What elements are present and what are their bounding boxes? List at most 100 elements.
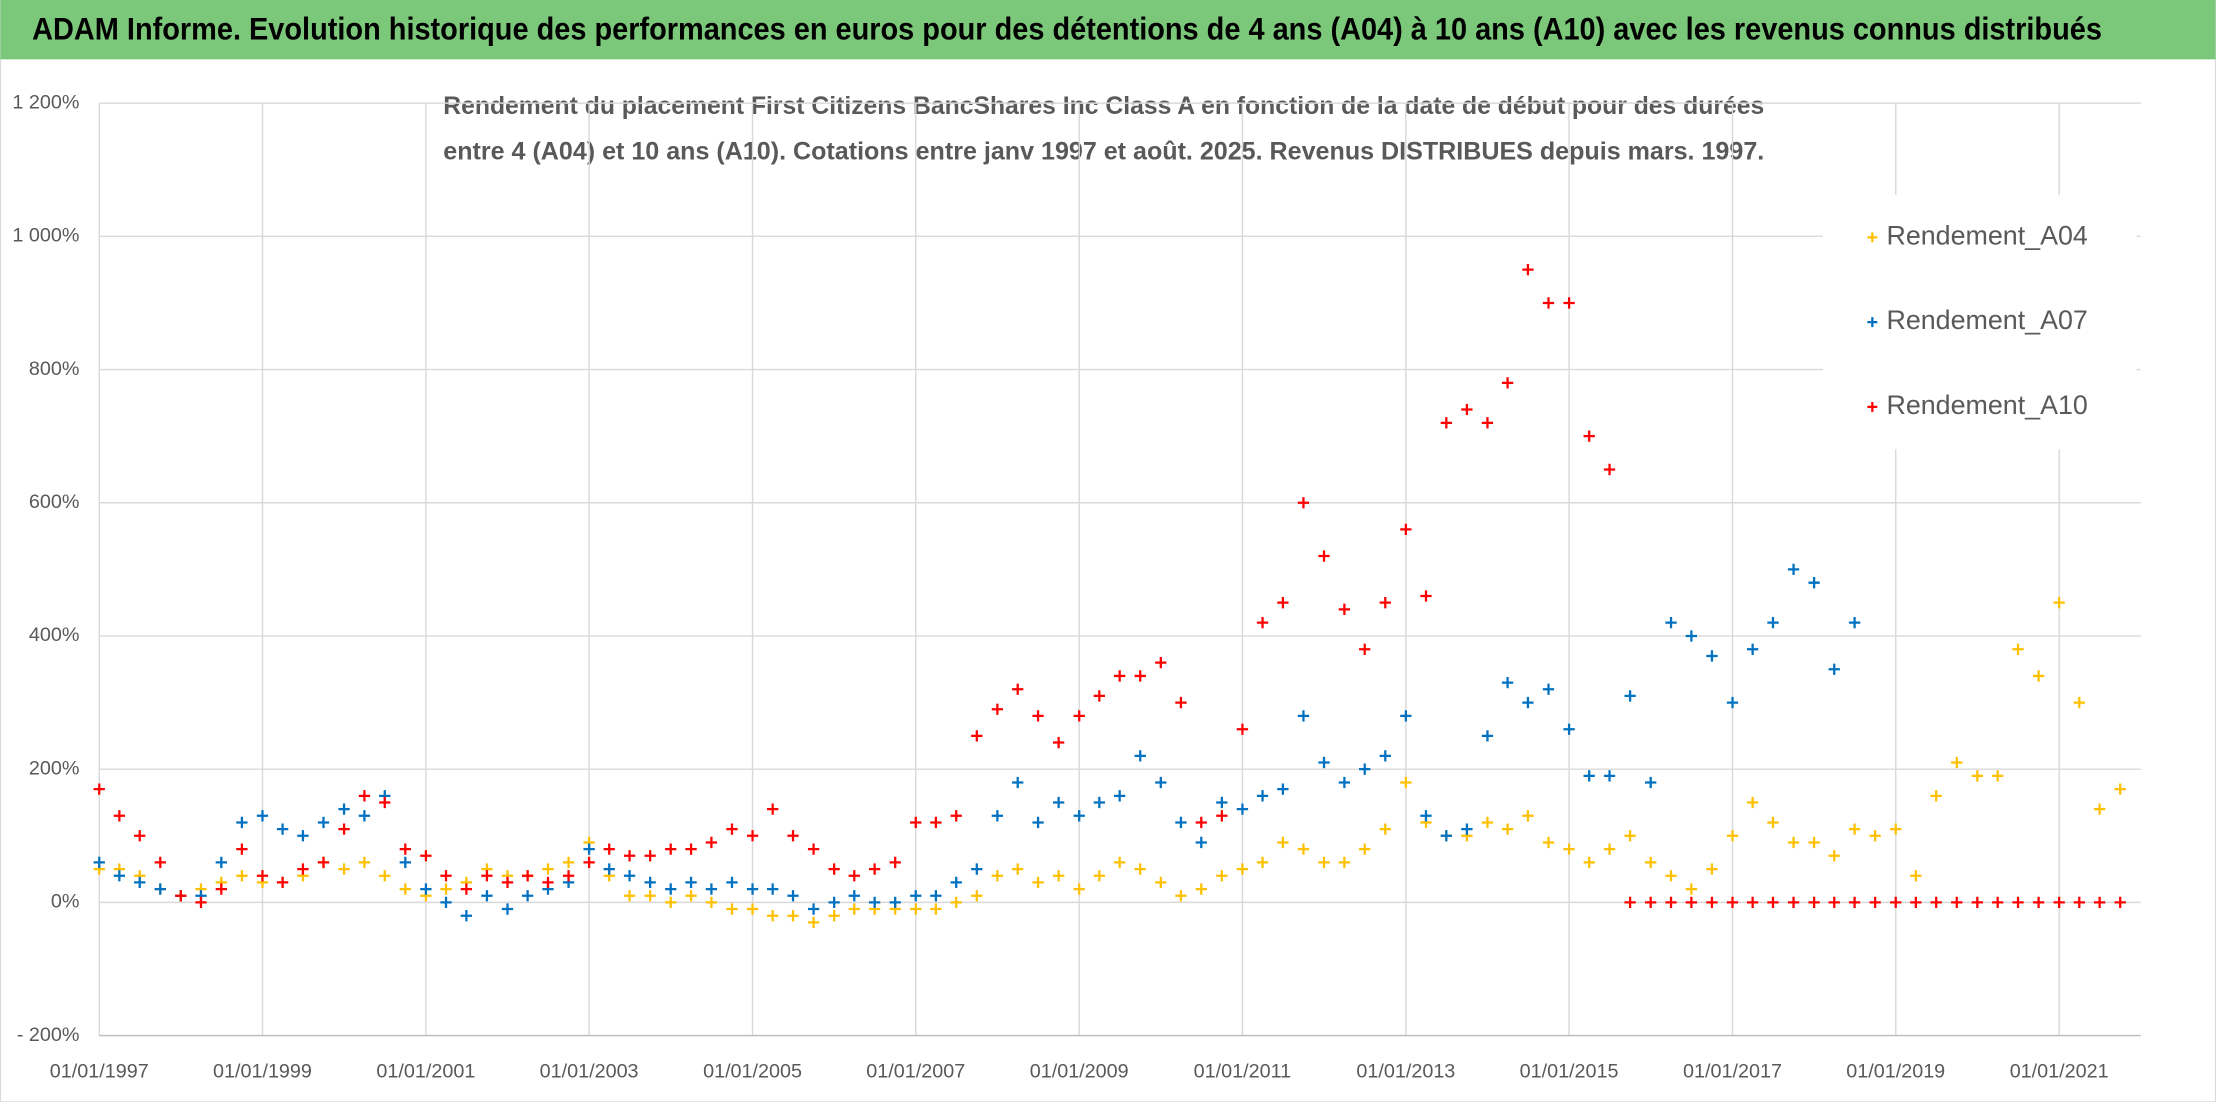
data-point: [1440, 417, 1452, 429]
data-point: [971, 890, 983, 902]
data-point: [767, 883, 779, 895]
x-tick-label: 01/01/1999: [213, 1061, 312, 1083]
x-tick-label: 01/01/2009: [1030, 1061, 1129, 1083]
data-point: [787, 890, 799, 902]
data-point: [399, 843, 411, 855]
y-tick-label: 600%: [29, 491, 80, 513]
data-point: [297, 830, 309, 842]
y-tick-label: 400%: [29, 624, 80, 646]
data-point: [1461, 823, 1473, 835]
data-point: [175, 890, 187, 902]
data-point: [501, 876, 514, 889]
data-point: [1522, 810, 1534, 822]
x-tick-label: 01/01/2003: [540, 1061, 639, 1083]
data-point: [1808, 836, 1820, 849]
data-point: [236, 816, 248, 829]
data-point: [787, 910, 799, 922]
data-point: [623, 890, 636, 902]
data-point: [1645, 776, 1657, 789]
data-point: [1195, 816, 1207, 829]
data-point: [338, 863, 350, 875]
data-point: [1216, 870, 1228, 882]
data-point: [1583, 856, 1595, 869]
data-point: [195, 896, 207, 909]
data-point: [1624, 896, 1636, 909]
data-point: [338, 803, 350, 815]
data-point: [1828, 850, 1840, 862]
data-point: [2012, 896, 2024, 909]
data-point: [910, 816, 922, 829]
data-point: [1726, 830, 1739, 842]
data-point: [1297, 497, 1310, 509]
data-point: [1277, 836, 1289, 849]
data-point: [113, 810, 126, 822]
data-point: [1685, 630, 1698, 642]
data-point: [1359, 643, 1371, 655]
data-point: [1951, 896, 1963, 909]
data-point: [807, 843, 820, 855]
data-point: [1890, 823, 1902, 835]
data-point: [1848, 896, 1861, 909]
data-point: [1665, 896, 1677, 909]
data-point: [910, 903, 922, 915]
data-point: [1869, 830, 1881, 842]
data-point: [358, 790, 371, 802]
data-point: [440, 883, 452, 895]
data-point: [1134, 670, 1146, 682]
data-point: [521, 890, 534, 902]
data-point: [1318, 856, 1330, 869]
data-point: [746, 903, 759, 915]
data-point: [1808, 577, 1820, 589]
data-point: [1297, 843, 1310, 855]
data-point: [134, 830, 146, 842]
data-point: [1400, 710, 1412, 722]
data-point: [807, 903, 820, 915]
data-point: [950, 896, 962, 909]
legend-label: Rendement_A10: [1886, 390, 2087, 420]
x-tick-label: 01/01/1997: [50, 1061, 149, 1083]
x-tick-label: 01/01/2013: [1356, 1061, 1455, 1083]
data-point: [1032, 816, 1044, 829]
data-point: [623, 870, 636, 882]
y-tick-label: 200%: [29, 757, 80, 779]
data-point: [2073, 696, 2085, 709]
data-point: [1910, 896, 1922, 909]
data-point: [1848, 616, 1861, 629]
data-point: [950, 876, 962, 889]
data-point: [1706, 863, 1718, 875]
data-point: [1114, 790, 1126, 802]
data-point: [1032, 876, 1044, 889]
data-point: [848, 890, 860, 902]
data-point: [379, 870, 391, 882]
legend-marker: [1867, 232, 1878, 243]
x-tick-label: 01/01/2017: [1683, 1061, 1782, 1083]
data-point: [1787, 836, 1800, 849]
data-point: [1563, 723, 1575, 735]
data-point: [93, 783, 105, 795]
data-point: [623, 850, 636, 862]
data-point: [317, 856, 330, 869]
legend-marker: [1867, 401, 1878, 412]
data-point: [1093, 870, 1105, 882]
data-point: [1338, 603, 1351, 615]
data-point: [1481, 417, 1494, 429]
x-tick-label: 01/01/2007: [866, 1061, 965, 1083]
data-point: [1665, 870, 1677, 882]
data-point: [1726, 896, 1739, 909]
data-point: [297, 863, 309, 875]
legend-label: Rendement_A07: [1886, 305, 2087, 335]
data-point: [1052, 870, 1065, 882]
data-point: [1481, 816, 1494, 829]
data-point: [2093, 896, 2106, 909]
data-point: [644, 876, 656, 889]
data-point: [562, 856, 575, 869]
data-point: [1195, 883, 1207, 895]
data-point: [256, 870, 269, 882]
data-point: [1746, 796, 1759, 809]
data-point: [848, 903, 860, 915]
data-point: [1318, 550, 1330, 562]
data-point: [236, 870, 248, 882]
data-point: [685, 876, 697, 889]
data-point: [1236, 803, 1249, 815]
y-tick-label: 1 200%: [12, 91, 79, 113]
